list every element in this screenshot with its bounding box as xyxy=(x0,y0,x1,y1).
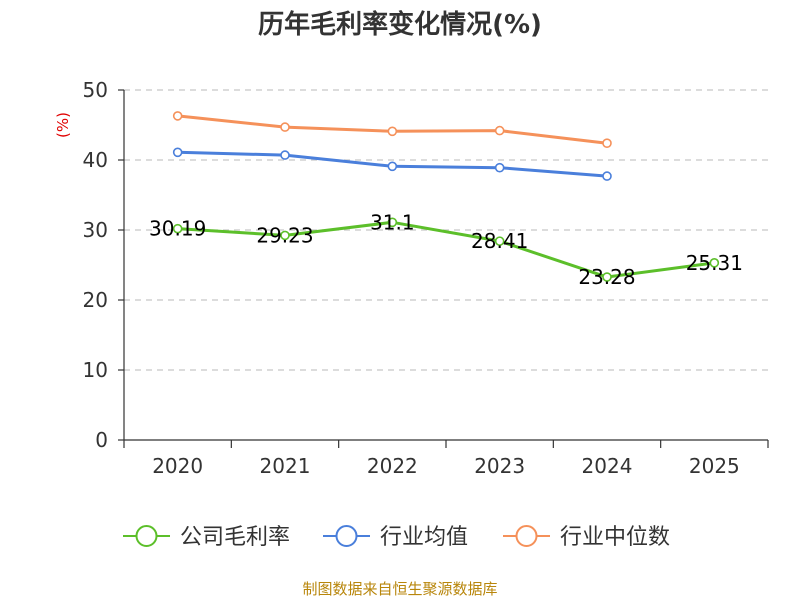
y-tick-label: 30 xyxy=(83,218,108,242)
data-point xyxy=(494,162,505,173)
y-tick-label: 10 xyxy=(83,358,108,382)
data-point xyxy=(387,161,398,172)
legend-item-2[interactable]: 行业中位数 xyxy=(503,525,670,550)
y-tick-label: 50 xyxy=(83,78,108,102)
y-tick-label: 0 xyxy=(95,428,108,452)
legend-swatch-marker xyxy=(135,525,158,547)
legend-label: 行业中位数 xyxy=(560,525,670,550)
legend-item-1[interactable]: 行业均值 xyxy=(323,525,468,550)
data-point xyxy=(602,272,612,282)
series-2 xyxy=(172,111,612,148)
data-label: 28.41 xyxy=(471,229,528,253)
legend-label: 行业均值 xyxy=(380,525,468,550)
x-tick-label: 2023 xyxy=(474,454,525,478)
data-point xyxy=(172,111,183,121)
legend-swatch-marker xyxy=(335,525,358,547)
y-tick-label: 20 xyxy=(83,288,108,312)
series-0 xyxy=(172,217,720,282)
data-labels: 30.19 29.23 31.1 28.41 23.28 25.31 xyxy=(149,210,743,289)
data-label: 30.19 xyxy=(149,217,206,241)
data-point xyxy=(494,236,505,246)
data-point xyxy=(494,125,505,136)
source-note: 制图数据来自恒生聚源数据库 xyxy=(302,580,497,598)
x-tick-label: 2024 xyxy=(582,454,633,478)
axes: 0 10 20 30 40 50 2020 2021 2022 2023 2024 2025 xyxy=(83,78,769,478)
x-tick-label: 2021 xyxy=(260,454,311,478)
series-line xyxy=(177,220,715,279)
data-point xyxy=(280,122,290,132)
series-layer xyxy=(172,111,720,282)
grid-lines xyxy=(124,89,768,371)
data-point xyxy=(602,171,612,181)
legend-label: 公司毛利率 xyxy=(180,525,290,550)
legend[interactable]: 公司毛利率 行业均值 行业中位数 xyxy=(123,525,670,550)
legend-item-0[interactable]: 公司毛利率 xyxy=(123,525,290,550)
data-point xyxy=(172,223,183,234)
x-tick-label: 2020 xyxy=(152,454,203,478)
data-point xyxy=(709,258,720,268)
data-point xyxy=(280,150,290,160)
legend-swatch-marker xyxy=(515,525,538,547)
data-point xyxy=(602,138,612,148)
y-axis-unit-label: (%) xyxy=(54,112,72,138)
data-label: 25.31 xyxy=(686,251,743,275)
data-point xyxy=(280,230,290,241)
data-label: 31.1 xyxy=(370,210,415,234)
data-point xyxy=(172,147,183,158)
data-point xyxy=(387,217,398,228)
chart-title: 历年毛利率变化情况(%) xyxy=(258,9,542,40)
x-tick-label: 2025 xyxy=(689,454,740,478)
data-label: 23.28 xyxy=(578,265,635,289)
y-tick-label: 40 xyxy=(83,148,108,172)
series-1 xyxy=(172,147,612,181)
data-point xyxy=(387,126,398,137)
x-tick-label: 2022 xyxy=(367,454,418,478)
data-label: 29.23 xyxy=(256,223,313,247)
